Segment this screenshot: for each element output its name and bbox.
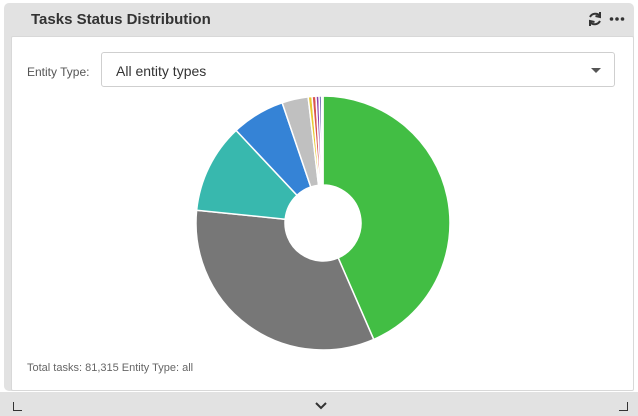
resize-handle-left-icon[interactable] (13, 402, 22, 411)
chevron-down-icon (591, 68, 601, 73)
chevron-down-icon[interactable] (313, 400, 329, 412)
entity-type-selected-value: All entity types (116, 63, 207, 79)
widget-title: Tasks Status Distribution (31, 11, 211, 28)
donut-slice-0[interactable] (322, 95, 451, 341)
donut-slice-1[interactable] (195, 209, 375, 351)
status-donut-chart (195, 95, 451, 351)
entity-type-label: Entity Type: (27, 65, 90, 79)
total-tasks-summary: Total tasks: 81,315 Entity Type: all (27, 362, 194, 374)
widget-footer-bar (0, 392, 638, 416)
tasks-status-widget: Tasks Status Distribution Entity Type: A… (4, 3, 634, 391)
widget-header: Tasks Status Distribution (4, 3, 634, 35)
donut-slice-9[interactable] (320, 95, 324, 186)
widget-body: Entity Type: All entity types Total task… (11, 36, 634, 391)
entity-type-select[interactable]: All entity types (101, 52, 615, 87)
resize-handle-right-icon[interactable] (619, 402, 628, 411)
more-options-icon[interactable] (608, 10, 626, 28)
refresh-icon[interactable] (586, 10, 604, 28)
